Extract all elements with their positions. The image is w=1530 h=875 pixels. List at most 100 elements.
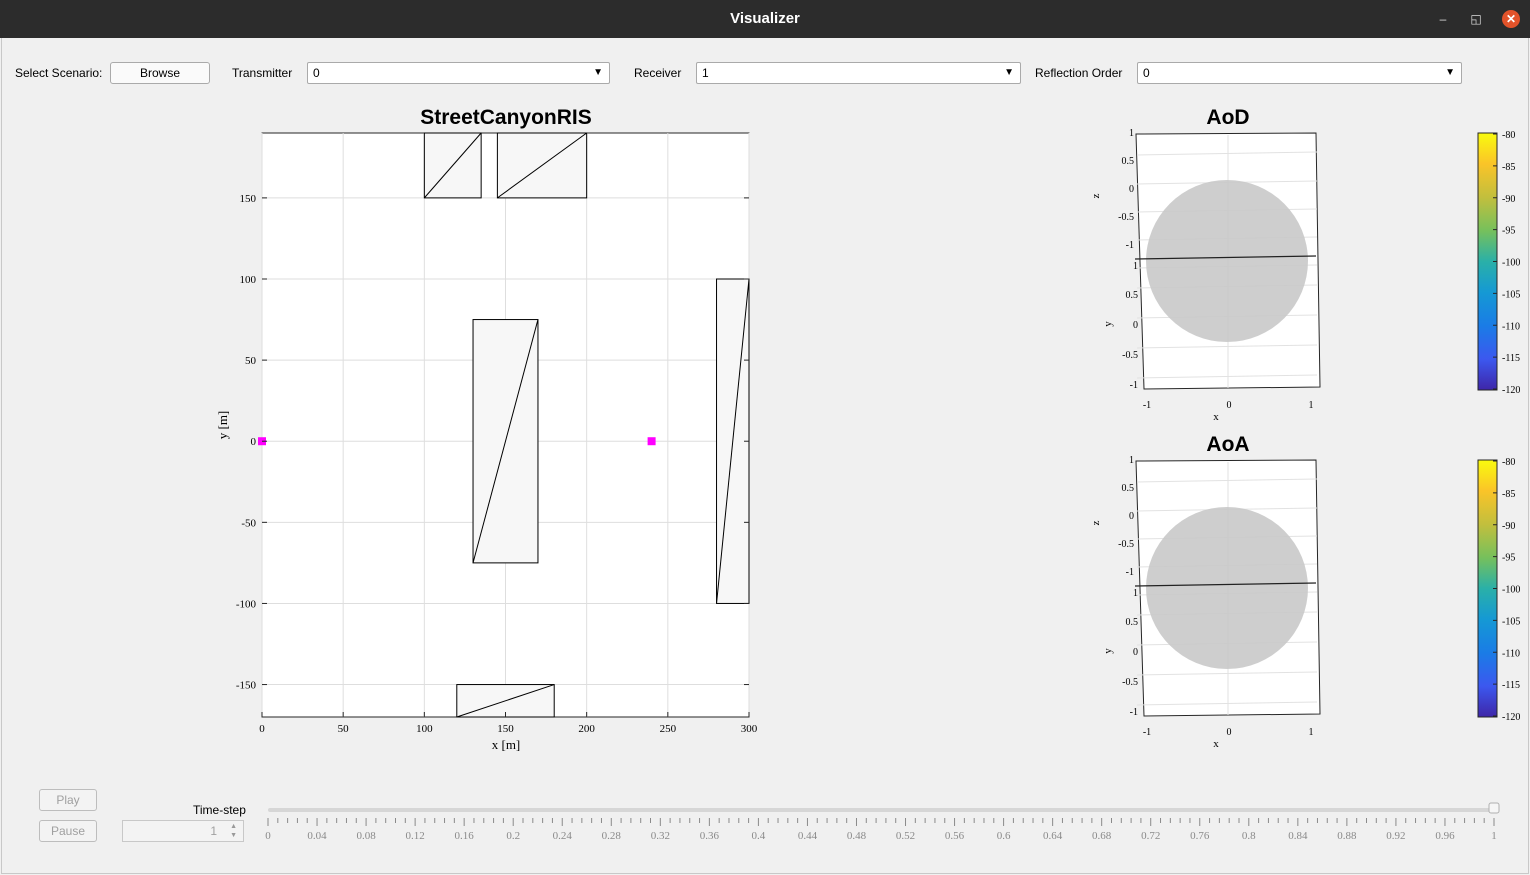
slider-tick-label: 0.12 <box>405 830 424 842</box>
transmitter-dropdown[interactable]: 0 ▼ <box>307 62 610 84</box>
slider-tick-label: 0.6 <box>997 830 1011 842</box>
map-xtick-label: 0 <box>259 723 265 735</box>
spin-up-icon[interactable]: ▲ <box>230 823 237 830</box>
reflection-order-label: Reflection Order <box>1035 66 1123 80</box>
x-tick-label: -1 <box>1143 727 1151 738</box>
timestep-label: Time-step <box>193 803 246 817</box>
y-tick-label: 0.5 <box>1126 290 1139 301</box>
map-ytick-label: -50 <box>241 517 256 529</box>
aod-plot[interactable]: AoD 1 0.5 0 -0.5 -1 1 0.5 0 -0.5 -1 -1 0 1 z y x <box>1080 100 1340 430</box>
map-xtick-label: 150 <box>497 723 514 735</box>
slider-tick-label: 0.04 <box>307 830 327 842</box>
receiver-dropdown[interactable]: 1 ▼ <box>696 62 1021 84</box>
colorbar-tick-label: -90 <box>1502 521 1515 532</box>
colorbar-tick-label: -105 <box>1502 616 1520 627</box>
z-tick-label: -0.5 <box>1118 539 1134 550</box>
colorbar-tick-label: -95 <box>1502 226 1515 237</box>
angle-gridline <box>1136 151 1318 156</box>
timestep-spinner[interactable]: 1 ▲ ▼ <box>122 820 244 842</box>
z-tick-label: -1 <box>1126 567 1134 578</box>
radiation-sphere <box>1146 180 1308 342</box>
colorbar-tick-label: -110 <box>1502 321 1520 332</box>
slider-tick-label: 0.32 <box>651 830 670 842</box>
aod-colorbar: -80 -85 -90 -95 -100 -105 -110 -115 -120 <box>1477 130 1520 396</box>
z-axis-label: z <box>1090 193 1102 198</box>
colorbar-tick-label: -100 <box>1502 258 1520 269</box>
z-axis-label: z <box>1090 520 1102 525</box>
aod-title: AoD <box>1206 106 1249 129</box>
receiver-value: 1 <box>702 66 709 80</box>
slider-handle[interactable] <box>1488 802 1500 814</box>
aoa-title: AoA <box>1206 433 1249 456</box>
receiver-label: Receiver <box>634 66 682 80</box>
slider-tick-label: 0.44 <box>798 830 818 842</box>
building-diagonal <box>456 684 555 718</box>
map-ytick-label: -150 <box>236 680 257 692</box>
slider-tick-label: 0.84 <box>1288 830 1308 842</box>
slider-tick-label: 0.16 <box>455 830 475 842</box>
map-xtick-label: 50 <box>338 723 350 735</box>
map-ytick-label: 150 <box>240 193 257 205</box>
play-button[interactable]: Play <box>39 789 97 811</box>
y-axis-label: y <box>1102 321 1114 327</box>
x-tick-label: 0 <box>1227 400 1232 411</box>
window-title: Visualizer <box>730 10 800 27</box>
spin-down-icon[interactable]: ▼ <box>230 832 237 839</box>
x-tick-label: 1 <box>1309 727 1314 738</box>
map-xtick-label: 100 <box>416 723 433 735</box>
y-tick-label: -0.5 <box>1122 350 1138 361</box>
colorbar-tick-label: -120 <box>1502 712 1520 723</box>
building-diagonal <box>472 319 539 564</box>
close-icon[interactable]: ✕ <box>1502 10 1520 28</box>
slider-tick-label: 0 <box>265 830 271 842</box>
slider-tick-label: 0.72 <box>1141 830 1160 842</box>
slider-track[interactable] <box>268 808 1494 812</box>
map-title: StreetCanyonRIS <box>420 106 592 129</box>
z-tick-label: 0 <box>1129 511 1134 522</box>
radiation-sphere <box>1146 507 1308 669</box>
timestep-slider[interactable]: 0 0.04 0.08 0.12 0.16 0.2 0.24 0.28 0.32 0.36 0.4 0… <box>255 798 1520 844</box>
map-ytick-label: 100 <box>240 274 257 286</box>
colorbar-tick-label: -85 <box>1502 489 1515 500</box>
slider-tick-label: 0.68 <box>1092 830 1112 842</box>
horizon-line <box>1134 255 1317 260</box>
aoa-plot[interactable]: AoA 1 0.5 0 -0.5 -1 1 0.5 0 -0.5 -1 -1 0 1 z y x <box>1080 427 1340 757</box>
reflection-order-dropdown[interactable]: 0 ▼ <box>1137 62 1462 84</box>
y-tick-label: 0 <box>1133 320 1138 331</box>
z-tick-label: 1 <box>1129 455 1134 466</box>
x-axis-label: x <box>1213 738 1219 750</box>
scenario-map-plot[interactable]: StreetCanyonRIS 0 50 100 150 200 250 300 -150 -1… <box>200 100 780 760</box>
receiver-marker <box>647 437 656 446</box>
minimize-icon[interactable]: – <box>1439 12 1447 26</box>
slider-tick-label: 0.96 <box>1435 830 1455 842</box>
y-axis-label: y <box>1102 648 1114 654</box>
colorbar-tick-label: -90 <box>1502 194 1515 205</box>
map-ytick-label: -100 <box>236 598 257 610</box>
slider-tick-label: 0.28 <box>602 830 622 842</box>
maximize-icon[interactable]: ◱ <box>1470 12 1482 26</box>
slider-tick-label: 0.2 <box>506 830 520 842</box>
angle-gridline <box>1136 671 1318 676</box>
pause-button[interactable]: Pause <box>39 820 97 842</box>
colorbar-tick-label: -80 <box>1502 457 1515 468</box>
map-xtick-label: 250 <box>660 723 677 735</box>
chevron-down-icon: ▼ <box>1004 67 1014 78</box>
building-diagonal <box>716 278 750 604</box>
colorbar-tick-label: -100 <box>1502 585 1520 596</box>
browse-button[interactable]: Browse <box>110 62 210 84</box>
timestep-value: 1 <box>210 824 217 838</box>
slider-tick-label: 0.08 <box>356 830 376 842</box>
slider-tick-label: 0.36 <box>700 830 720 842</box>
colorbar-tick-label: -120 <box>1502 385 1520 396</box>
slider-tick-label: 1 <box>1491 830 1497 842</box>
chevron-down-icon: ▼ <box>1445 67 1455 78</box>
slider-tick-label: 0.64 <box>1043 830 1063 842</box>
slider-tick-label: 0.88 <box>1337 830 1357 842</box>
slider-tick-label: 0.48 <box>847 830 867 842</box>
slider-tick-label: 0.92 <box>1386 830 1405 842</box>
x-axis-label: x <box>1213 411 1219 423</box>
y-tick-label: -1 <box>1130 707 1138 718</box>
building-diagonal <box>497 132 587 199</box>
map-ylabel: y [m] <box>215 411 230 440</box>
angle-gridline <box>1136 701 1318 706</box>
